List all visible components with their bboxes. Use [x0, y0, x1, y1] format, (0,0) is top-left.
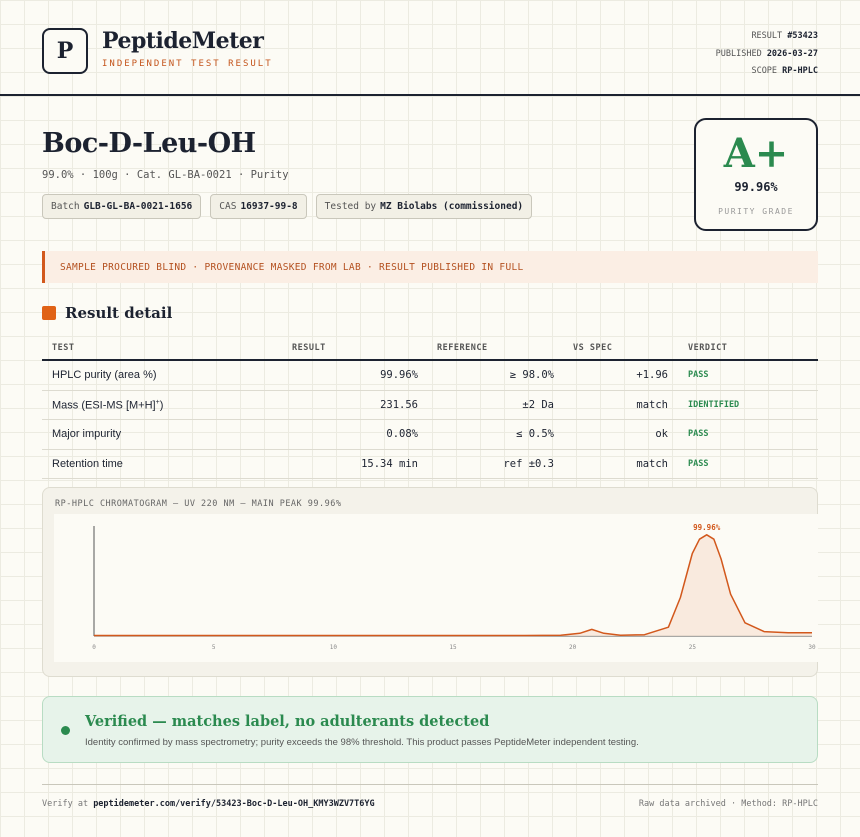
peak-label: 99.96% [693, 523, 721, 532]
grade-letter: A+ [723, 130, 789, 177]
grade-value: 99.96% [734, 180, 778, 194]
x-tick-label: 10 [330, 644, 338, 651]
table-header: TEST RESULT REFERENCE VS SPEC VERDICT [42, 339, 818, 361]
cell-test: Mass (ESI-MS [M+H]+) [52, 398, 164, 412]
brand-name: PeptideMeter [102, 28, 264, 54]
cell-result: 0.08% [386, 428, 418, 440]
header-divider [0, 94, 860, 96]
grade-label: PURITY GRADE [718, 207, 794, 216]
x-tick-label: 30 [808, 644, 816, 651]
cell-vs-spec: +1.96 [636, 369, 668, 381]
table-row: Mass (ESI-MS [M+H]+) 231.56 ±2 Da match … [42, 391, 818, 420]
x-tick-label: 25 [689, 644, 697, 651]
footer-divider [42, 784, 818, 785]
purity-grade-card: A+ 99.96% PURITY GRADE [694, 118, 818, 231]
meta-result: RESULT #53423 [751, 31, 818, 41]
footer-archive: Raw data archived · Method: RP-HPLC [638, 799, 818, 809]
cell-verdict: PASS [688, 429, 709, 439]
header-verdict: VERDICT [688, 343, 728, 353]
x-tick-label: 15 [449, 644, 457, 651]
result-meta: RESULT #53423 PUBLISHED 2026-03-27 SCOPE… [716, 28, 818, 81]
section-header: Result detail [42, 304, 172, 322]
chromatogram-chart: 0 5 10 15 20 25 30 99.96% [92, 523, 816, 651]
peak-fill [94, 534, 812, 636]
header-reference: REFERENCE [437, 343, 488, 353]
verified-dot-icon [61, 726, 70, 735]
x-tick-label: 0 [92, 644, 96, 651]
section-title: Result detail [65, 304, 173, 322]
x-tick-label: 20 [569, 644, 577, 651]
cell-reference: ≤ 0.5% [516, 428, 554, 440]
table-row: Retention time 15.34 min ref ±0.3 match … [42, 450, 818, 479]
cell-verdict: PASS [688, 458, 709, 469]
verified-title: Verified — matches label, no adulterants… [85, 713, 490, 730]
tested-by-chip: Tested by MZ Biolabs (commissioned) [315, 194, 533, 219]
header-vs-spec: VS SPEC [573, 343, 613, 353]
meta-scope: SCOPE RP-HPLC [751, 66, 818, 76]
cell-vs-spec: ok [655, 428, 668, 440]
cell-result: 15.34 min [361, 457, 418, 470]
header-result: RESULT [292, 343, 326, 353]
chromatogram-card: RP-HPLC CHROMATOGRAM — UV 220 NM — MAIN … [42, 487, 818, 677]
verify-line: Verify at peptidemeter.com/verify/53423-… [42, 799, 375, 809]
x-tick-label: 5 [212, 644, 216, 651]
cell-reference: ref ±0.3 [503, 457, 554, 470]
chart-title: RP-HPLC CHROMATOGRAM — UV 220 NM — MAIN … [55, 499, 342, 509]
cell-result: 99.96% [380, 369, 418, 381]
cell-vs-spec: match [636, 457, 668, 470]
cell-reference: ≥ 98.0% [509, 369, 554, 381]
batch-chip: Batch GLB-GL-BA-0021-1656 [42, 194, 202, 219]
cell-verdict: IDENTIFIED [688, 399, 740, 410]
cell-verdict: PASS [688, 370, 709, 380]
cell-vs-spec: match [636, 398, 668, 411]
brand-subtitle: INDEPENDENT TEST RESULT [102, 59, 273, 69]
logo: P [42, 28, 88, 74]
cell-test: Retention time [52, 457, 123, 470]
table-row: Major impurity 0.08% ≤ 0.5% ok PASS [42, 420, 818, 450]
cell-result: 231.56 [380, 398, 418, 411]
results-table: TEST RESULT REFERENCE VS SPEC VERDICT HP… [42, 339, 818, 479]
section-square-icon [42, 306, 56, 320]
brand: PeptideMeter INDEPENDENT TEST RESULT [102, 28, 273, 69]
provenance-banner: SAMPLE PROCURED BLIND · PROVENANCE MASKE… [42, 251, 818, 283]
meta-published: PUBLISHED 2026-03-27 [715, 48, 818, 59]
chromatogram-line [94, 534, 812, 637]
verify-link[interactable]: peptidemeter.com/verify/53423-Boc-D-Leu-… [93, 799, 375, 809]
product-title: Boc-D-Leu-OH [42, 128, 256, 159]
table-row: HPLC purity (area %) 99.96% ≥ 98.0% +1.9… [42, 361, 818, 391]
header-test: TEST [52, 343, 75, 353]
product-subline: 99.0% · 100g · Cat. GL-BA-0021 · Purity [42, 169, 289, 181]
cell-test: HPLC purity (area %) [52, 369, 157, 381]
cas-chip: CAS 16937-99-8 [210, 194, 307, 219]
product-chips: Batch GLB-GL-BA-0021-1656 CAS 16937-99-8 T… [42, 194, 533, 219]
cell-test: Major impurity [52, 428, 122, 440]
chart-area: 0 5 10 15 20 25 30 99.96% [54, 514, 818, 662]
cell-reference: ±2 Da [522, 398, 554, 411]
verified-box: Verified — matches label, no adulterants… [42, 696, 818, 763]
verified-text: Identity confirmed by mass spectrometry;… [85, 737, 639, 748]
